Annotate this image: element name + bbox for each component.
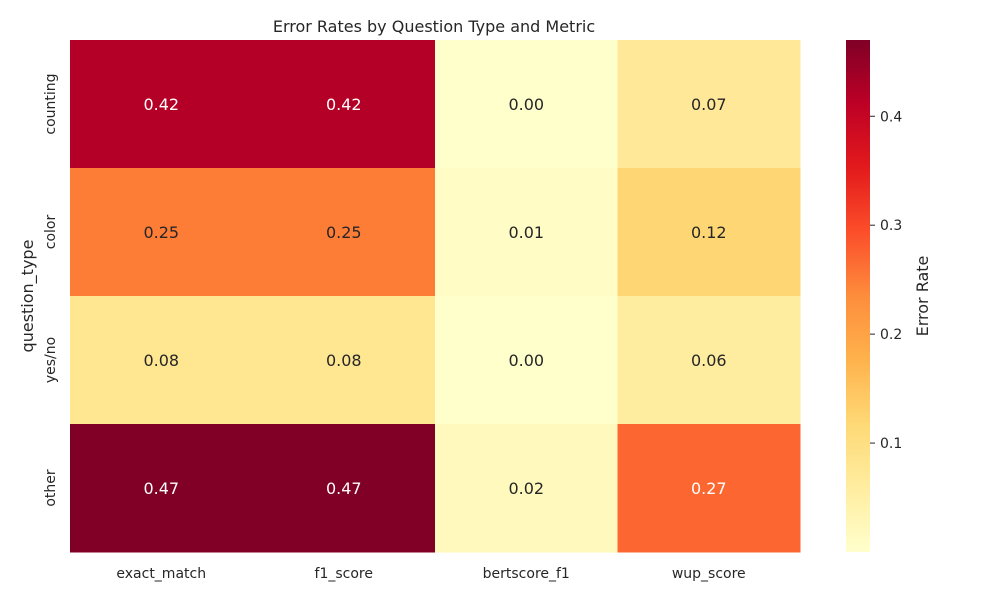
x-tick-label: wup_score [672, 566, 746, 582]
heatmap-cell [70, 424, 253, 553]
colorbar-label: Error Rate [913, 256, 932, 337]
cell-value-label: 0.02 [508, 479, 544, 498]
cell-value-label: 0.08 [143, 351, 179, 370]
heatmap-cell [252, 40, 436, 169]
x-tick-labels: exact_match f1_score bertscore_f1 wup_score [116, 566, 745, 582]
colorbar-tick-label: 0.4 [880, 109, 902, 125]
heatmap-cell [70, 40, 253, 169]
y-tick-label: yes/no [43, 337, 59, 383]
cell-value-label: 0.06 [691, 351, 727, 370]
colorbar-tick-label: 0.2 [880, 327, 902, 343]
cell-value-label: 0.08 [326, 351, 362, 370]
y-tick-label: counting [43, 73, 59, 134]
colorbar-tick-label: 0.1 [880, 436, 902, 452]
heatmap-cell [252, 424, 436, 553]
heatmap-cells [70, 40, 801, 553]
y-tick-labels: counting color yes/no other [43, 73, 59, 506]
cell-value-label: 0.42 [326, 95, 362, 114]
cell-value-label: 0.25 [143, 223, 179, 242]
cell-value-label: 0.27 [691, 479, 727, 498]
cell-value-label: 0.07 [691, 95, 727, 114]
cell-value-label: 0.12 [691, 223, 727, 242]
heatmap-cell [252, 296, 436, 425]
cell-value-label: 0.01 [508, 223, 544, 242]
heatmap-cell [435, 424, 618, 553]
colorbar [846, 40, 870, 552]
heatmap-annotations: 0.42 0.42 0.00 0.07 0.25 0.25 0.01 0.12 0.08 0.08… [143, 95, 726, 498]
heatmap-cell [70, 168, 253, 297]
heatmap-cell [435, 296, 618, 425]
cell-value-label: 0.47 [326, 479, 362, 498]
cell-value-label: 0.47 [143, 479, 179, 498]
cell-value-label: 0.00 [508, 351, 544, 370]
x-tick-label: exact_match [116, 566, 206, 582]
colorbar-tick-label: 0.3 [880, 218, 902, 234]
x-tick-label: f1_score [315, 566, 373, 582]
x-tick-label: bertscore_f1 [483, 566, 570, 582]
heatmap-cell [617, 40, 801, 169]
heatmap-cell [252, 168, 436, 297]
y-tick-label: color [43, 215, 59, 250]
cell-value-label: 0.42 [143, 95, 179, 114]
heatmap-cell [435, 40, 618, 169]
heatmap-cell [617, 424, 801, 553]
heatmap-cell [617, 168, 801, 297]
cell-value-label: 0.00 [508, 95, 544, 114]
chart-title: Error Rates by Question Type and Metric [273, 17, 595, 36]
y-axis-label: question_type [18, 240, 38, 353]
heatmap-cell [435, 168, 618, 297]
y-tick-label: other [43, 469, 59, 507]
colorbar-ticks: 0.1 0.2 0.3 0.4 [870, 109, 902, 452]
cell-value-label: 0.25 [326, 223, 362, 242]
heatmap-cell [617, 296, 801, 425]
heatmap-cell [70, 296, 253, 425]
